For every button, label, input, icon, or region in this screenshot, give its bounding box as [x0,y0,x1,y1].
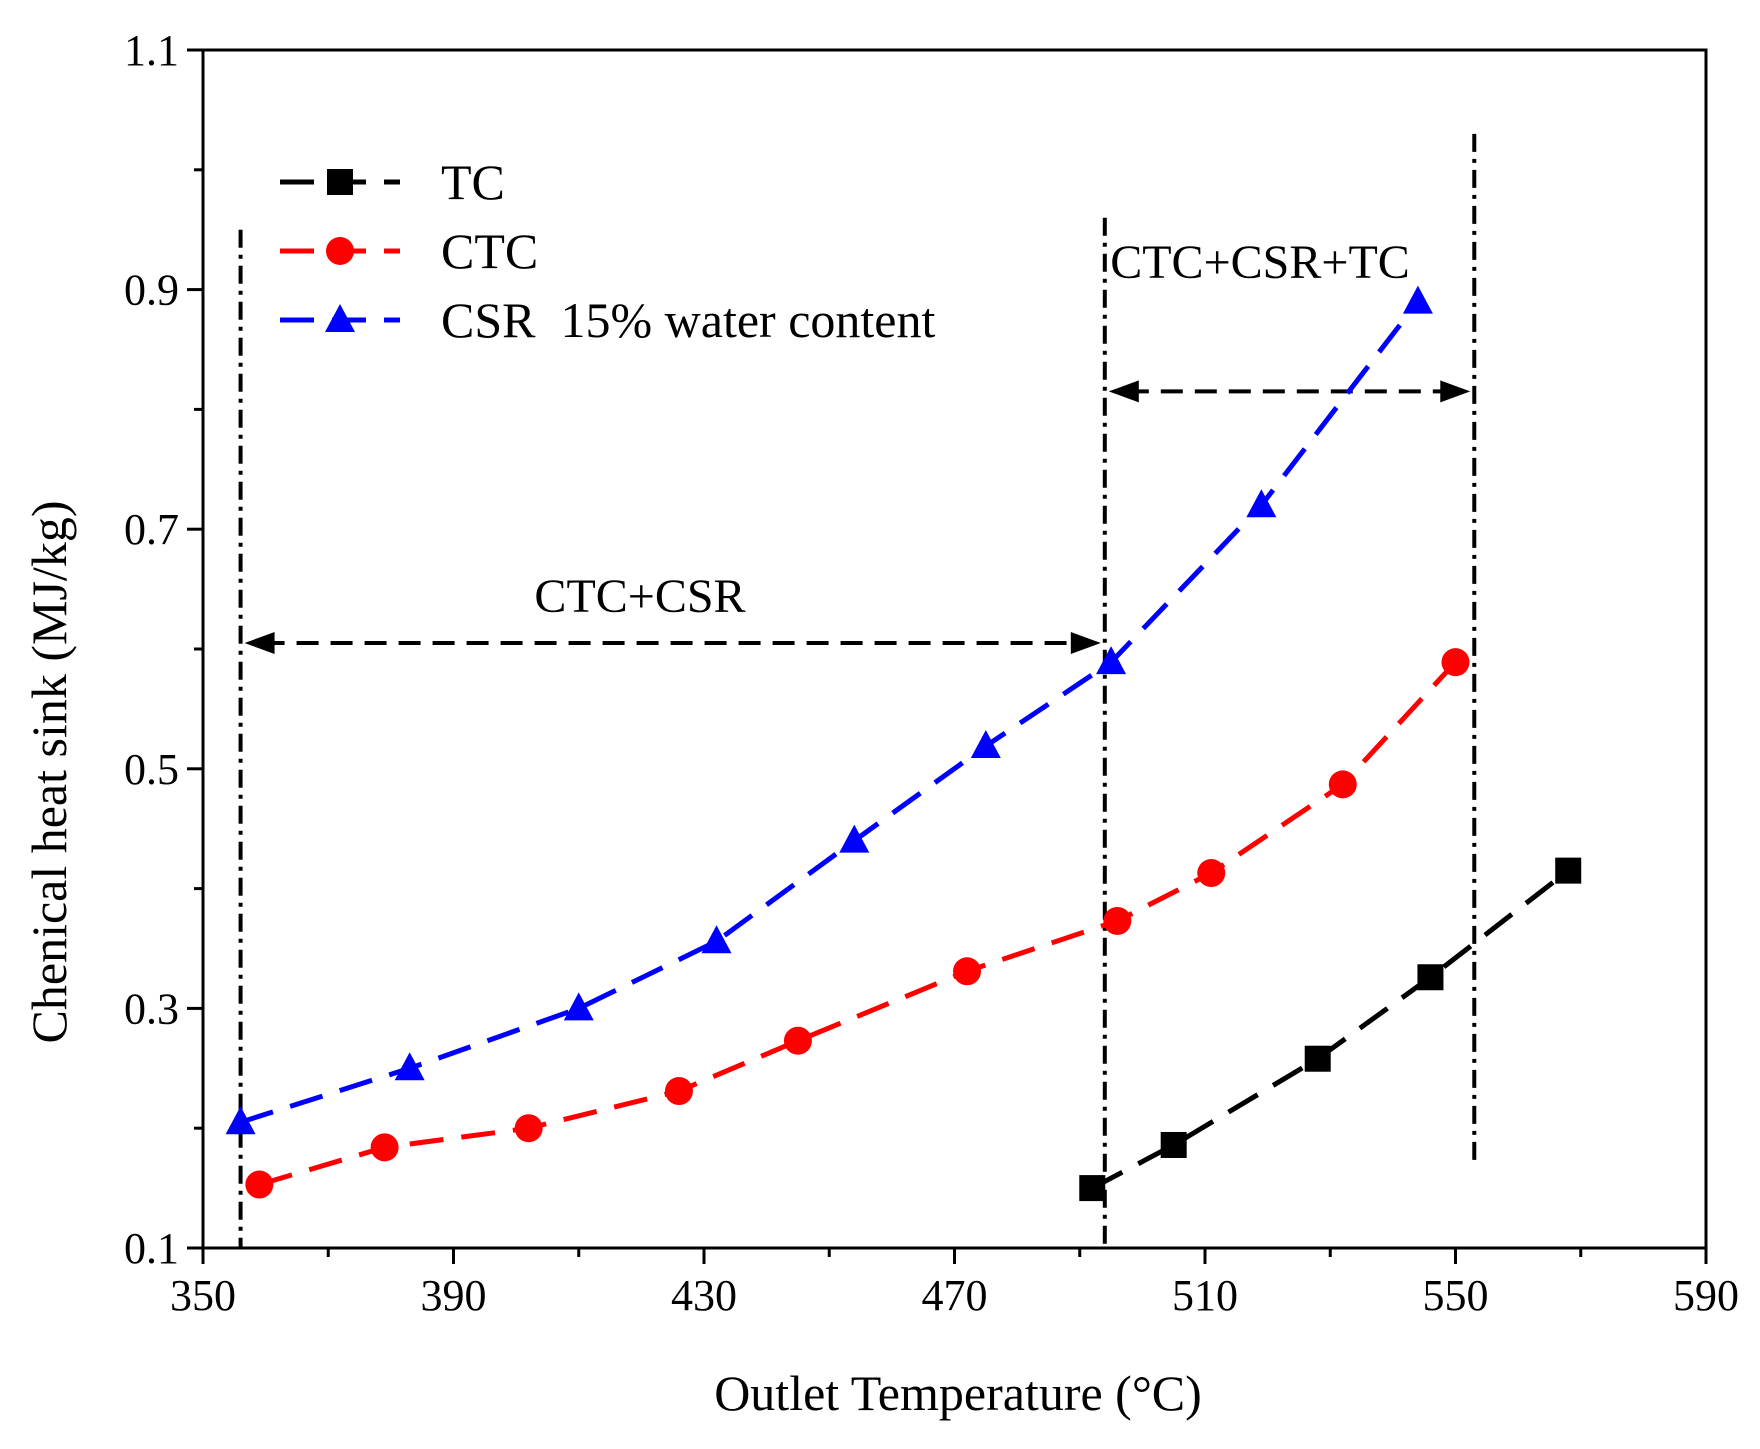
y-tick-label: 0.5 [124,745,179,794]
y-axis-title: Chenical heat sink (MJ/kg) [21,501,77,1044]
data-point-ctc [1103,907,1131,935]
legend-marker [327,169,353,195]
annotation-ctc-csr: CTC+CSR [534,570,745,623]
chart: 350 390 430 470 510 550 5900.10.30.50.70.91.1 … [0,0,1760,1449]
annotation-ctc-csr-tc: CTC+CSR+TC [1110,236,1410,289]
data-point-ctc [371,1133,399,1161]
chart-background [0,0,1760,1449]
y-tick-label: 0.9 [124,266,179,315]
x-tick-label: 390 [421,1271,487,1320]
y-tick-label: 1.1 [124,26,179,75]
legend-label: TC [441,154,505,210]
legend-label: CSR 15% water content [441,292,935,348]
y-tick-label: 0.3 [124,984,179,1033]
data-point-ctc [784,1027,812,1055]
data-point-ctc [1197,859,1225,887]
data-point-ctc [1329,770,1357,798]
legend-marker [326,237,354,265]
y-tick-label: 0.1 [124,1224,179,1273]
x-tick-label: 470 [922,1271,988,1320]
data-point-tc [1305,1046,1331,1072]
x-tick-label: 590 [1673,1271,1739,1320]
x-tick-label: 350 [170,1271,236,1320]
legend-label: CTC [441,223,538,279]
data-point-ctc [1442,648,1470,676]
y-tick-label: 0.7 [124,505,179,554]
data-point-ctc [953,957,981,985]
data-point-ctc [245,1171,273,1199]
data-point-ctc [665,1077,693,1105]
x-tick-label: 510 [1172,1271,1238,1320]
data-point-tc [1079,1175,1105,1201]
x-tick-label: 430 [671,1271,737,1320]
x-axis-title: Outlet Temperature (°C) [714,1365,1202,1421]
data-point-tc [1161,1132,1187,1158]
x-tick-label: 550 [1423,1271,1489,1320]
data-point-tc [1555,858,1581,884]
data-point-tc [1417,964,1443,990]
data-point-ctc [515,1114,543,1142]
